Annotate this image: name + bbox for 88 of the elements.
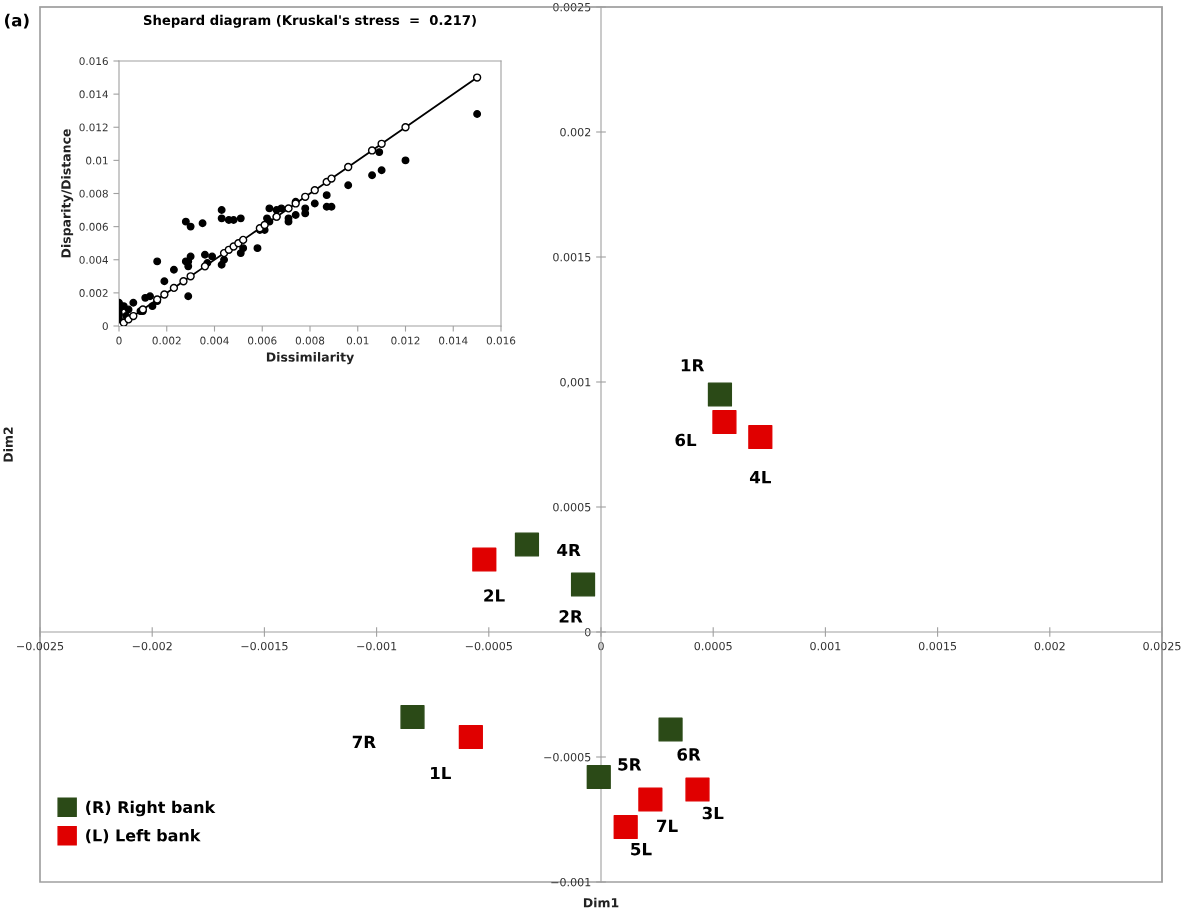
point xyxy=(344,162,353,172)
point xyxy=(472,73,482,82)
y-axis-title: Dim2 xyxy=(3,427,13,462)
y-tick-label: 0 xyxy=(102,322,108,331)
y-tick-label: 0.012 xyxy=(79,123,108,132)
y-axis-title: Disparity/Distance xyxy=(61,129,74,258)
point xyxy=(401,123,410,132)
annotation: 2L xyxy=(484,589,505,602)
point xyxy=(301,192,310,201)
x-tick-label: 0.0005 xyxy=(694,641,732,651)
x-axis-title: Dim1 xyxy=(583,897,619,908)
x-tick-label: −0.0015 xyxy=(241,641,288,651)
point xyxy=(472,547,497,572)
x-tick-label: −0.0025 xyxy=(17,641,64,651)
x-tick-label: −0.001 xyxy=(357,641,397,651)
y-tick-label: 0.014 xyxy=(79,90,108,99)
point xyxy=(613,814,638,840)
chart-title: Shepard diagram (Kruskal's stress = 0.217) xyxy=(143,14,476,28)
point xyxy=(570,572,596,597)
x-tick-label: 0.0015 xyxy=(918,641,957,651)
point xyxy=(638,787,663,812)
point xyxy=(284,204,293,213)
point xyxy=(658,717,683,742)
point xyxy=(514,532,540,557)
point xyxy=(327,174,336,183)
annotation: 4L xyxy=(749,471,771,484)
x-tick-label: −0.0005 xyxy=(465,641,512,651)
annotation: 7R xyxy=(352,735,376,748)
legend-label: (R) Right bank xyxy=(86,800,216,817)
point xyxy=(707,382,733,407)
x-tick-label: 0 xyxy=(116,336,122,345)
annotation: 5L xyxy=(631,843,652,856)
point xyxy=(685,777,710,802)
annotation: 3L xyxy=(702,806,724,820)
point xyxy=(179,277,188,286)
y-tick-label: −0.0005 xyxy=(544,752,591,762)
annotation: 5R xyxy=(618,758,642,771)
point xyxy=(586,764,611,790)
annotation: 4R xyxy=(557,543,581,557)
point xyxy=(377,139,386,148)
point xyxy=(260,220,269,230)
point xyxy=(712,409,737,435)
y-tick-label: 0.0025 xyxy=(553,2,591,12)
point xyxy=(238,235,248,245)
point xyxy=(458,724,483,750)
x-tick-label: 0.01 xyxy=(346,336,369,345)
y-tick-label: 0,001 xyxy=(560,377,591,388)
x-tick-label: 0.0025 xyxy=(1143,641,1181,651)
point xyxy=(200,262,210,271)
y-tick-label: 0.002 xyxy=(79,289,108,297)
x-tick-label: 0.008 xyxy=(295,336,325,345)
annotation: 6R xyxy=(677,748,701,761)
point xyxy=(748,424,773,450)
x-tick-label: 0.012 xyxy=(391,336,420,345)
x-tick-label: 0.016 xyxy=(486,336,516,345)
x-tick-label: −0.002 xyxy=(132,641,172,651)
y-tick-label: −0.001 xyxy=(551,877,591,887)
y-tick-label: 0 xyxy=(584,627,591,637)
annotation: 6L xyxy=(675,433,697,447)
point xyxy=(367,146,377,155)
text: (a) xyxy=(5,13,29,29)
annotation: 1L xyxy=(431,766,451,780)
y-tick-label: 0.01 xyxy=(86,156,108,165)
x-tick-label: 0.004 xyxy=(200,336,229,345)
x-tick-label: 0.002 xyxy=(152,336,181,345)
x-tick-label: 0 xyxy=(598,641,604,651)
annotation: 1R xyxy=(681,359,705,372)
point xyxy=(186,272,195,281)
y-tick-label: 0.002 xyxy=(560,127,591,137)
y-tick-label: 0.0015 xyxy=(553,252,591,262)
y-tick-label: 0.004 xyxy=(79,255,108,264)
x-tick-label: 0.014 xyxy=(439,336,468,345)
point xyxy=(129,311,138,321)
point xyxy=(160,290,169,299)
annotation: 7L xyxy=(657,819,678,832)
point xyxy=(400,704,425,730)
point xyxy=(169,283,179,293)
y-tick-label: 0.016 xyxy=(79,57,108,66)
x-tick-label: 0.006 xyxy=(248,336,277,345)
y-tick-label: 0.008 xyxy=(79,189,108,198)
x-tick-label: 0.002 xyxy=(1034,641,1065,651)
y-tick-label: 0.006 xyxy=(79,222,108,231)
x-tick-label: 0.001 xyxy=(810,641,841,651)
y-tick-label: 0.0005 xyxy=(553,502,591,512)
annotation: 2R xyxy=(559,610,583,623)
point xyxy=(310,186,319,195)
x-axis-title: Dissimilarity xyxy=(266,352,354,365)
legend-label: (L) Left bank xyxy=(86,829,201,844)
